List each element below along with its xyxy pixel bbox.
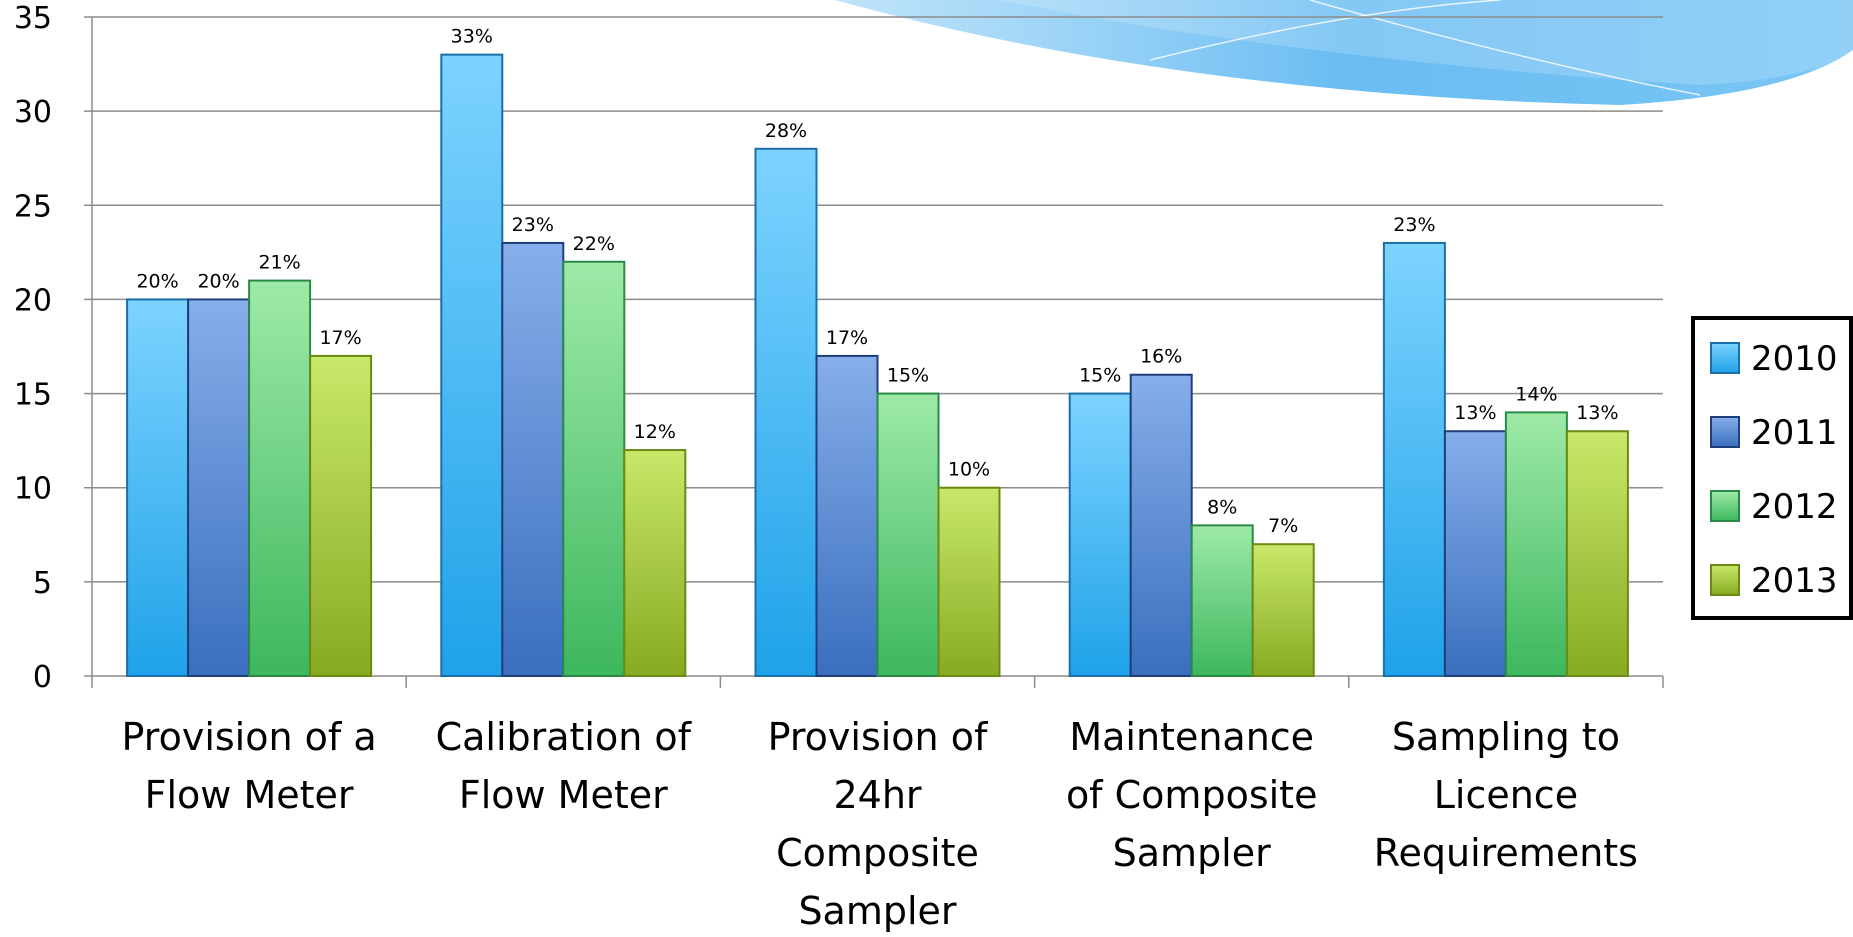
- legend-label-2012: 2012: [1751, 487, 1838, 527]
- data-labels: 20% 20% 21% 17% 33% 23% 22% 12% 28% 17% 15% 10% 15% 1…: [136, 26, 1618, 538]
- data-label: 13%: [1454, 402, 1496, 424]
- bar-2011-3: [1129, 373, 1193, 677]
- bar-2012-1: [562, 260, 626, 677]
- data-label: 7%: [1268, 515, 1298, 537]
- data-label: 21%: [258, 252, 300, 274]
- bar-2011-0: [187, 298, 251, 677]
- data-label: 10%: [948, 459, 990, 481]
- legend-label-2013: 2013: [1751, 561, 1838, 601]
- legend-swatch-2013: [1710, 564, 1740, 596]
- decorative-swoosh: [835, 0, 1853, 105]
- data-label: 22%: [573, 233, 615, 255]
- category-labels: Provision of a Flow Meter Calibration of Fl…: [122, 715, 1638, 933]
- data-label: 23%: [1393, 214, 1435, 236]
- y-tick-label: 5: [33, 566, 52, 601]
- data-label: 20%: [197, 270, 239, 292]
- bar-2012-4: [1504, 411, 1568, 677]
- bar-2013-1: [623, 449, 687, 677]
- legend: 2010 2011 2012 2013: [1691, 316, 1853, 620]
- bar-2013-2: [937, 486, 1001, 678]
- y-tick-label: 15: [14, 378, 52, 413]
- bar-2011-1: [501, 241, 565, 677]
- bar-2010-3: [1068, 392, 1132, 677]
- y-tick-label: 10: [14, 472, 52, 507]
- legend-swatch-2011: [1710, 416, 1740, 448]
- data-label: 17%: [319, 327, 361, 349]
- legend-swatch-2010: [1710, 342, 1740, 374]
- bar-2010-0: [126, 298, 190, 677]
- data-label: 23%: [512, 214, 554, 236]
- data-label: 33%: [451, 26, 493, 48]
- bar-2011-4: [1443, 430, 1507, 677]
- bar-2010-4: [1382, 241, 1446, 677]
- y-tick-label: 20: [14, 283, 52, 318]
- category-label: Calibration of Flow Meter: [436, 715, 693, 817]
- data-label: 14%: [1515, 383, 1557, 405]
- bar-2013-0: [309, 354, 373, 677]
- bar-2010-1: [440, 53, 504, 677]
- data-label: 13%: [1576, 402, 1618, 424]
- data-label: 15%: [887, 365, 929, 387]
- y-tick-label: 35: [14, 1, 52, 36]
- legend-label-2011: 2011: [1751, 413, 1838, 453]
- category-label: Provision of a Flow Meter: [122, 715, 377, 817]
- data-label: 17%: [826, 327, 868, 349]
- legend-label-2010: 2010: [1751, 339, 1838, 379]
- category-label: Provision of 24hr Composite Sampler: [768, 715, 989, 933]
- data-label: 28%: [765, 120, 807, 142]
- y-tick-label: 25: [14, 189, 52, 224]
- bar-2010-2: [754, 147, 818, 678]
- legend-swatch-2012: [1710, 490, 1740, 522]
- bar-2013-4: [1565, 430, 1629, 677]
- bar-2012-2: [876, 392, 940, 677]
- data-label: 20%: [136, 270, 178, 292]
- data-label: 8%: [1207, 496, 1237, 518]
- bar-2012-3: [1190, 524, 1254, 677]
- data-label: 12%: [634, 421, 676, 443]
- bar-2011-2: [815, 354, 879, 677]
- y-tick-label: 30: [14, 95, 52, 130]
- category-label: Sampling to Licence Requirements: [1374, 715, 1638, 875]
- data-label: 16%: [1140, 346, 1182, 368]
- bar-2012-0: [248, 279, 312, 677]
- bars: [126, 53, 1629, 678]
- data-label: 15%: [1079, 365, 1121, 387]
- bar-2013-3: [1251, 543, 1315, 678]
- y-tick-label: 0: [33, 660, 52, 695]
- category-label: Maintenance of Composite Sampler: [1066, 715, 1318, 875]
